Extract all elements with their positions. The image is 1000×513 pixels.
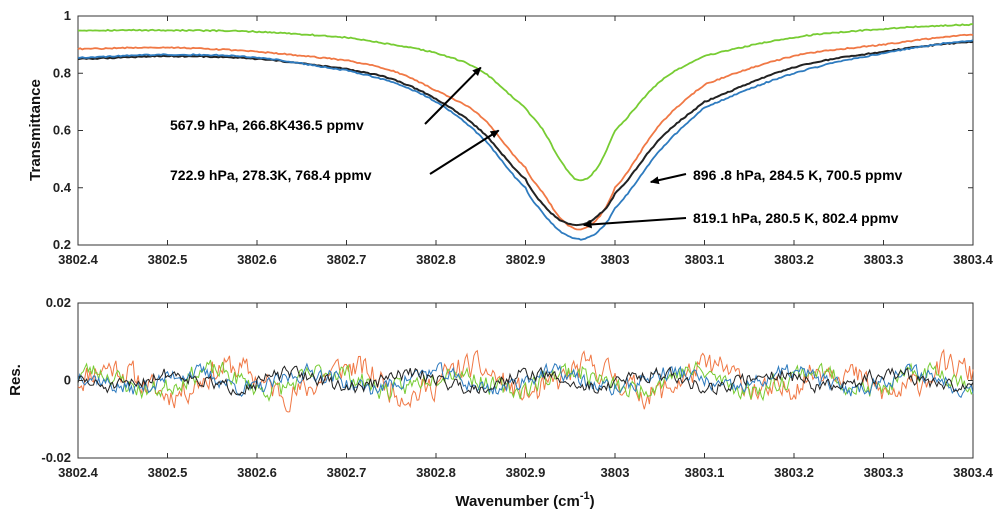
y-tick-label: 0.8 — [53, 65, 71, 80]
annotation-arrow-2 — [649, 173, 687, 185]
x-tick-label: 3802.7 — [327, 465, 367, 480]
y-tick-label: 0.6 — [53, 123, 71, 138]
x-tick-label: 3802.9 — [506, 252, 546, 267]
x-tick-label: 3803.2 — [774, 252, 814, 267]
annotation-label-2: 896 .8 hPa, 284.5 K, 700.5 ppmv — [693, 167, 903, 183]
x-tick-label: 3802.5 — [148, 465, 188, 480]
top-series-line-2 — [77, 40, 974, 227]
x-tick-label: 3802.5 — [148, 252, 188, 267]
y-tick-label: 0.2 — [53, 237, 71, 252]
annotation-label-1: 722.9 hPa, 278.3K, 768.4 ppmv — [170, 167, 372, 183]
bottom-x-ticks: 3802.4 3802.5 3802.6 3802.7 3802.8 3802.9 3803… — [58, 303, 994, 480]
x-axis-label: Wavenumber (cm-1) — [455, 490, 594, 510]
annotation-arrow-1 — [429, 129, 500, 175]
annotation-arrow-3 — [582, 217, 687, 229]
x-tick-label: 3802.8 — [416, 252, 456, 267]
y-tick-label: 0 — [64, 373, 71, 388]
bottom-y-axis-label: Res. — [7, 364, 24, 396]
bottom-y-ticks: -0.02 0 0.02 — [41, 295, 973, 465]
y-tick-label: -0.02 — [41, 450, 71, 465]
top-panel: 3802.4 3802.5 3802.6 3802.7 3802.8 3802.9 3803… — [27, 8, 994, 267]
x-axis-label-main: Wavenumber (cm — [455, 493, 579, 510]
residual-series-line-2 — [77, 362, 974, 399]
top-x-ticks: 3802.4 3802.5 3802.6 3802.7 3802.8 3802.9 3803… — [58, 16, 994, 267]
residual-series-line-1 — [77, 359, 974, 403]
x-tick-label: 3803.2 — [774, 465, 814, 480]
x-tick-label: 3803 — [601, 252, 630, 267]
top-series-line-0 — [77, 23, 974, 182]
y-tick-label: 0.4 — [53, 180, 72, 195]
x-tick-label: 3802.4 — [58, 465, 99, 480]
x-tick-label: 3802.6 — [237, 465, 277, 480]
x-tick-label: 3802.9 — [506, 465, 546, 480]
x-axis-label-sup: -1 — [580, 490, 590, 502]
top-series-line-3 — [78, 39, 974, 241]
bottom-plot-frame — [77, 302, 974, 459]
annotation-arrow-0 — [424, 66, 482, 125]
x-tick-label: 3803.3 — [864, 252, 904, 267]
annotation-label-3: 819.1 hPa, 280.5 K, 802.4 ppmv — [693, 210, 899, 226]
residual-series-line-3 — [77, 365, 974, 396]
top-series-group — [77, 23, 974, 241]
x-tick-label: 3802.7 — [327, 252, 367, 267]
bottom-series-group — [77, 348, 974, 413]
x-tick-label: 3803.1 — [685, 252, 725, 267]
annotation-label-0: 567.9 hPa, 266.8K436.5 ppmv — [170, 117, 364, 133]
x-tick-label: 3802.6 — [237, 252, 277, 267]
y-tick-label: 0.02 — [46, 295, 71, 310]
x-tick-label: 3803.4 — [953, 465, 994, 480]
y-tick-label: 1 — [64, 8, 71, 23]
top-y-ticks: 0.2 0.4 0.6 0.8 1 — [53, 8, 973, 252]
top-series-line-1 — [77, 33, 974, 231]
top-y-axis-label: Transmittance — [27, 79, 44, 181]
x-tick-label: 3802.4 — [58, 252, 99, 267]
x-tick-label: 3803.4 — [953, 252, 994, 267]
x-tick-label: 3803 — [601, 465, 630, 480]
x-tick-label: 3802.8 — [416, 465, 456, 480]
x-tick-label: 3803.3 — [864, 465, 904, 480]
bottom-panel: 3802.4 3802.5 3802.6 3802.7 3802.8 3802.9 3803… — [7, 295, 994, 510]
residual-series-line-0 — [77, 348, 974, 413]
annotations: 567.9 hPa, 266.8K436.5 ppmv 722.9 hPa, 27… — [170, 66, 903, 229]
x-axis-label-end: ) — [590, 493, 595, 510]
x-tick-label: 3803.1 — [685, 465, 725, 480]
